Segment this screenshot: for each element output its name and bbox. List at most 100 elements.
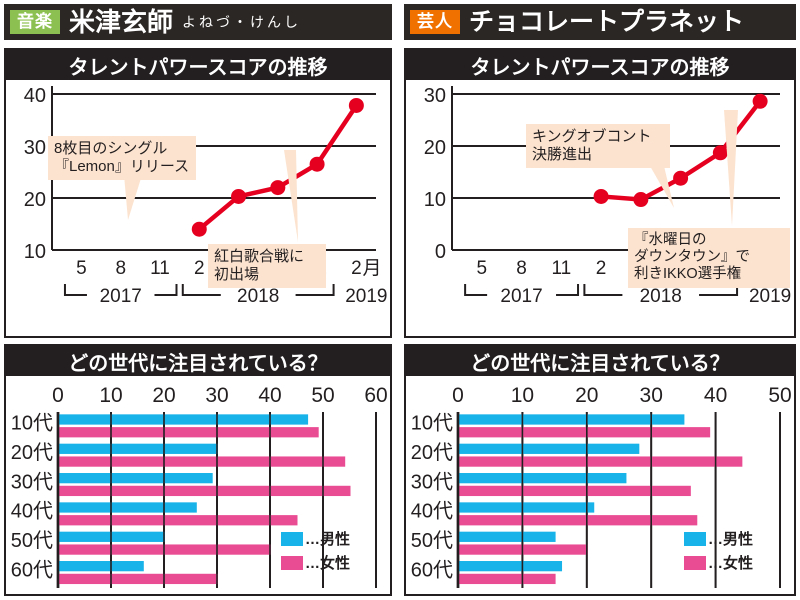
category-label: 10代 — [11, 412, 53, 435]
callout-pointer — [650, 166, 674, 208]
female-swatch-icon — [684, 555, 706, 570]
year-bracket — [63, 284, 87, 296]
bar — [59, 515, 298, 526]
left-bar-chart-title: どの世代に注目されている？ — [6, 346, 390, 376]
left-legend-female-row: …女性 — [281, 552, 350, 573]
right-line-chart-body: 01020305811258112月201720182019 キングオブコント … — [406, 80, 794, 336]
right-category-badge: 芸人 — [410, 10, 460, 34]
category-label: 40代 — [11, 500, 53, 523]
right-bar-legend: …男性 …女性 — [684, 528, 753, 576]
x-axis-tick-label: 10 — [511, 384, 534, 407]
category-label: 60代 — [11, 558, 53, 581]
right-talent-name: チョコレートプラネット — [469, 7, 745, 36]
right-callout-suiyoubi: 『水曜日の ダウンタウン』で 利きIKKO選手権 — [628, 228, 790, 289]
year-label: 2017 — [100, 286, 142, 307]
category-label: 20代 — [11, 441, 53, 464]
bar — [459, 502, 595, 513]
right-legend-female-label: …女性 — [708, 555, 754, 572]
x-axis-tick-label: 5 — [477, 258, 488, 279]
bar — [59, 414, 309, 425]
left-bar-chart-panel: どの世代に注目されている？ 0 10 20 30 40 50 60 10代 20代 30代 40代 5… — [4, 344, 392, 596]
right-line-chart-svg: 01020305811258112月201720182019 — [424, 85, 792, 307]
y-axis-tick-label: 0 — [435, 241, 446, 263]
x-axis-tick-label: 60 — [364, 384, 387, 407]
year-bracket — [583, 284, 623, 296]
year-bracket — [181, 284, 221, 296]
x-axis-unit-label: 月 — [362, 258, 381, 279]
right-bar-chart-panel: どの世代に注目されている？ 0 10 20 30 40 50 10代 20代 30代 40代 50代… — [404, 344, 796, 596]
left-legend-male-label: …男性 — [305, 531, 351, 548]
y-axis-tick-label: 20 — [24, 189, 46, 211]
left-bar-chart-svg: 0 10 20 30 40 50 60 10代 20代 30代 40代 50代 60代 — [11, 384, 388, 588]
male-swatch-icon — [684, 531, 706, 546]
category-label: 30代 — [411, 470, 453, 493]
right-callout-kingofconte: キングオブコント 決勝進出 — [526, 124, 670, 169]
right-bar-chart-svg: 0 10 20 30 40 50 10代 20代 30代 40代 50代 60代 — [411, 384, 792, 588]
x-axis-tick-label: 20 — [152, 384, 175, 407]
left-line-chart-svg: 102030405811258112月201720182019 — [24, 85, 388, 307]
bar — [59, 427, 319, 438]
x-axis-tick-label: 20 — [575, 384, 598, 407]
left-line-chart-panel: タレントパワースコアの推移 102030405811258112月2017201… — [4, 48, 392, 338]
x-axis-tick-label: 10 — [99, 384, 122, 407]
data-point — [752, 93, 768, 109]
data-point — [270, 180, 286, 196]
x-axis-tick-label: 2 — [194, 258, 205, 279]
data-point — [348, 97, 364, 113]
data-point — [593, 188, 609, 204]
year-bracket — [556, 284, 580, 296]
left-talent-name: 米津玄師 — [69, 7, 174, 37]
bar — [59, 573, 218, 585]
callout-pointer — [724, 110, 738, 226]
bar — [459, 573, 556, 585]
right-legend-male-row: …男性 — [684, 528, 753, 549]
right-legend-female-row: …女性 — [684, 552, 753, 573]
category-label: 30代 — [11, 470, 53, 493]
category-label: 50代 — [11, 529, 53, 552]
data-point — [633, 192, 649, 208]
y-axis-tick-label: 10 — [24, 241, 46, 263]
right-header: 芸人 チョコレートプラネット — [404, 4, 796, 40]
x-axis-tick-label: 5 — [76, 258, 87, 279]
bar — [59, 531, 165, 542]
x-axis-tick-label: 2 — [596, 258, 607, 279]
x-axis-tick-label: 40 — [258, 384, 281, 407]
bar — [59, 561, 144, 572]
bar — [459, 485, 691, 497]
right-legend-male-label: …男性 — [708, 531, 754, 548]
x-axis-tick-label: 40 — [704, 384, 727, 407]
year-bracket — [464, 284, 488, 296]
left-callout-kohaku: 紅白歌合戦に 初出場 — [208, 244, 326, 289]
data-point — [673, 170, 689, 186]
x-axis-tick-label: 30 — [205, 384, 228, 407]
left-category-badge: 音楽 — [10, 10, 60, 34]
year-label: 2017 — [500, 286, 542, 307]
bar — [59, 544, 271, 555]
x-axis-tick-label: 30 — [640, 384, 663, 407]
year-label: 2019 — [749, 286, 791, 307]
right-line-chart-title: タレントパワースコアの推移 — [406, 50, 794, 80]
left-bar-legend: …男性 …女性 — [281, 528, 350, 576]
category-label: 50代 — [411, 529, 453, 552]
left-legend-male-row: …男性 — [281, 528, 350, 549]
x-axis-tick-label: 0 — [52, 384, 64, 407]
callout-pointer — [284, 150, 298, 242]
category-label: 20代 — [411, 441, 453, 464]
data-point — [309, 156, 325, 172]
bar — [459, 531, 556, 542]
right-bar-chart-body: 0 10 20 30 40 50 10代 20代 30代 40代 50代 60代 …男性 …女性 — [406, 376, 794, 594]
callout-pointer — [124, 175, 142, 220]
bar — [459, 515, 698, 526]
bar — [59, 456, 346, 467]
right-line-chart-panel: タレントパワースコアの推移 01020305811258112月20172018… — [404, 48, 796, 338]
bar — [459, 443, 640, 454]
bar — [459, 561, 563, 572]
x-axis-tick-label: 8 — [516, 258, 527, 279]
right-bar-chart-title: どの世代に注目されている？ — [406, 346, 794, 376]
female-swatch-icon — [281, 555, 303, 570]
x-axis-tick-label: 2 — [351, 258, 362, 279]
x-axis-tick-label: 50 — [311, 384, 334, 407]
left-callout-lemon: 8枚目のシングル 『Lemon』リリース — [48, 136, 196, 181]
year-label: 2019 — [345, 286, 387, 307]
